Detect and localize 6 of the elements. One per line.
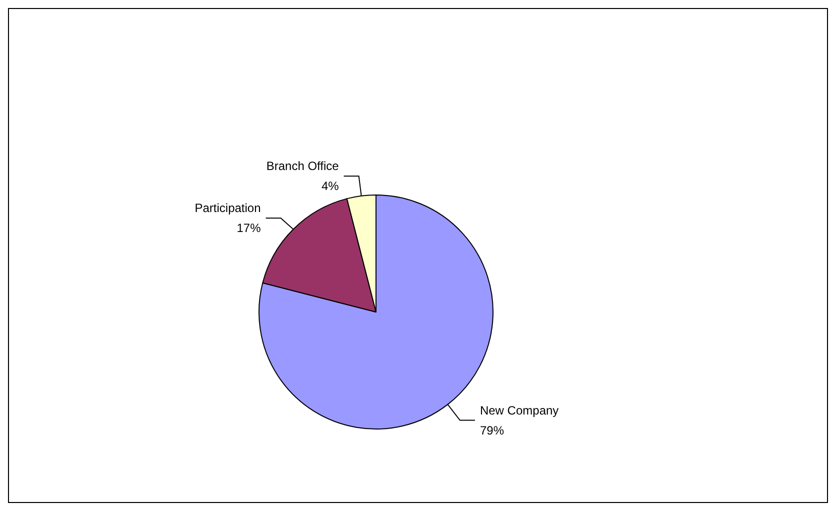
data-label: 4% <box>321 179 340 194</box>
slice-label: Participation <box>194 201 261 216</box>
slice-label: New Company <box>480 403 559 418</box>
slice-label: Branch Office <box>266 159 340 174</box>
data-label: 79% <box>480 423 504 438</box>
data-label: 17% <box>236 221 262 236</box>
